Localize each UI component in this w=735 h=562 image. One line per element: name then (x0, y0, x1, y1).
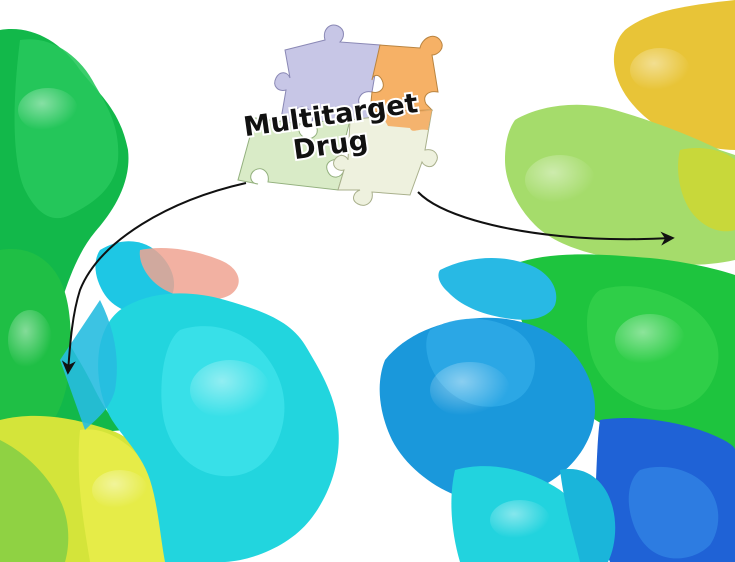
puzzle-icon (237, 24, 443, 206)
curved-arrow-left (61, 182, 247, 375)
curved-arrow-right (417, 191, 675, 246)
protein-surface-left (0, 29, 339, 562)
protein-surface-right (379, 0, 735, 562)
